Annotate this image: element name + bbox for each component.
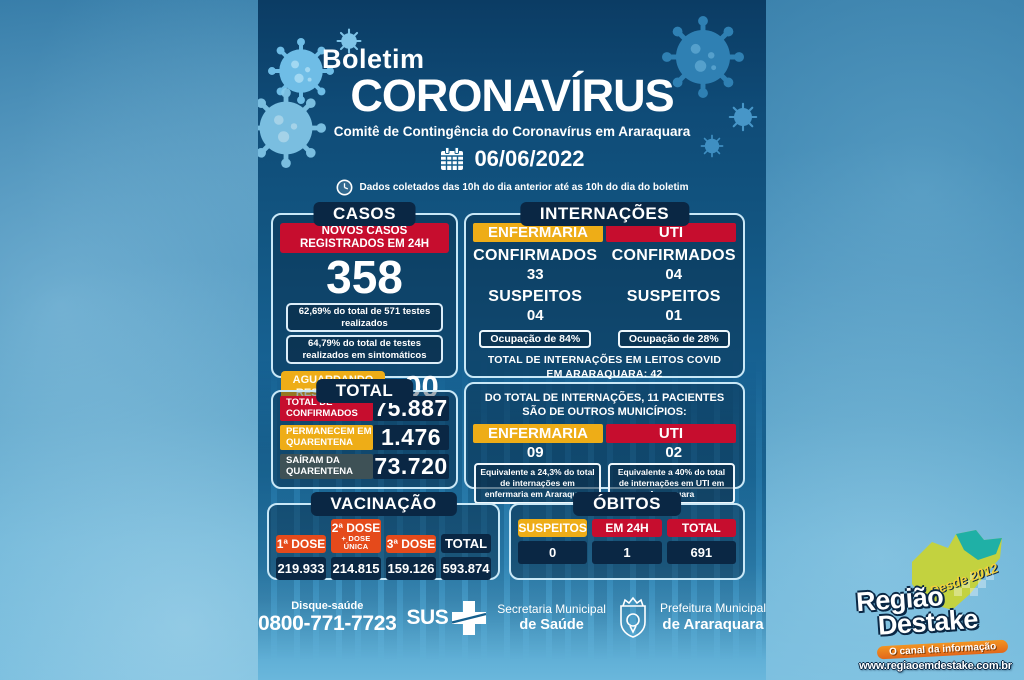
dose3-column: 3ª DOSE 159.126: [386, 535, 436, 580]
symptomatic-tests-note: 64,79% do total de testes realizados em …: [286, 335, 443, 364]
bulletin-label: Boletim: [322, 44, 425, 74]
other-icu-value: 02: [665, 443, 683, 461]
ward-confirmed-label: CONFIRMADOS: [473, 247, 598, 264]
hospitalizations-panel: INTERNAÇÕES ENFERMARIA UTI CONFIRMADOS 3…: [464, 202, 745, 380]
new-cases-value: 358: [326, 251, 403, 304]
in-quarantine-row: PERMANECEM EM QUARENTENA 1.476: [280, 424, 449, 450]
totals-panel-title: TOTAL: [315, 379, 414, 403]
dose1-header: 1ª DOSE: [276, 535, 326, 553]
in-quarantine-label: PERMANECEM EM QUARENTENA: [280, 425, 373, 450]
brand-name: Região Destake: [855, 581, 979, 640]
dose2-header-sub: + DOSE ÚNICA: [341, 534, 371, 551]
vaccination-panel-title: VACINAÇÃO: [310, 492, 457, 516]
vaccination-total-column: TOTAL 593.874: [441, 534, 491, 580]
totals-panel: TOTAL TOTAL DE CONFIRMADOS 75.887 PERMAN…: [271, 379, 458, 489]
hospitalizations-panel-title: INTERNAÇÕES: [519, 202, 690, 226]
sus-cross-icon: [451, 601, 487, 635]
deaths-24h-column: EM 24H 1: [592, 519, 662, 564]
sus-logo: SUS: [407, 600, 488, 636]
ward-column: CONFIRMADOS 33 SUSPEITOS 04 Ocupação de …: [466, 242, 605, 348]
clock-icon: [336, 179, 352, 196]
cityhall-line2: de Araraquara: [662, 616, 764, 634]
cityhall-line1: Prefeitura Municipal: [659, 601, 766, 616]
health-secretary: Secretaria Municipal de Saúde: [497, 601, 606, 633]
ward-suspected-value: 04: [526, 307, 544, 324]
cases-panel: CASOS NOVOS CASOS REGISTRADOS EM 24H 358…: [271, 202, 458, 404]
other-cities-panel: DO TOTAL DE INTERNAÇÕES, 11 PACIENTES SÃ…: [464, 382, 745, 504]
other-ward-header: ENFERMARIA: [473, 423, 603, 443]
ward-occupancy-badge: Ocupação de 84%: [479, 330, 592, 348]
left-quarantine-value: 73.720: [373, 453, 449, 479]
sao-paulo-map-icon: [912, 530, 1002, 610]
brand-tagline: O canal da informação: [876, 639, 1009, 660]
other-cities-note: DO TOTAL DE INTERNAÇÕES, 11 PACIENTES SÃ…: [484, 392, 725, 418]
page-title: CORONAVÍRUS: [350, 70, 674, 121]
footer: Disque-saúde 0800-771-7723 SUS Secretari…: [258, 596, 766, 640]
icu-header: UTI: [606, 223, 736, 242]
deaths-24h-header: EM 24H: [592, 519, 662, 537]
regiao-destake-logo: Desde 2012 Região Destake O canal da inf…: [853, 528, 1018, 678]
city-coat-of-arms-icon: [620, 596, 646, 638]
dose2-value: 214.815: [331, 557, 381, 580]
other-icu-header: UTI: [606, 423, 736, 443]
dose1-column: 1ª DOSE 219.933: [276, 535, 326, 580]
deaths-total-column: TOTAL 691: [666, 519, 736, 564]
new-cases-banner: NOVOS CASOS REGISTRADOS EM 24H: [280, 223, 449, 254]
dose2-header: 2ª DOSE + DOSE ÚNICA: [331, 519, 381, 553]
dose3-value: 159.126: [386, 557, 436, 580]
deaths-total-value: 691: [666, 541, 736, 564]
deaths-panel-title: ÓBITOS: [573, 492, 681, 516]
deaths-suspected-column: SUSPEITOS 0: [518, 519, 588, 564]
committee-subtitle: Comitê de Contingência do Coronavírus em…: [333, 124, 691, 139]
sus-logo-text: SUS: [406, 606, 449, 629]
icu-column: CONFIRMADOS 04 SUSPEITOS 01 Ocupação de …: [605, 242, 744, 348]
secretary-line2: de Saúde: [519, 616, 584, 633]
icu-occupancy-badge: Ocupação de 28%: [617, 330, 730, 348]
vaccination-panel: VACINAÇÃO 1ª DOSE 219.933 2ª DOSE + DOSE…: [267, 492, 500, 580]
icu-suspected-value: 01: [665, 307, 683, 324]
brand-url: www.regiaoemdestake.com.br: [859, 660, 1012, 672]
deaths-suspected-value: 0: [518, 541, 588, 564]
data-collection-note: Dados coletados das 10h do dia anterior …: [359, 182, 689, 193]
ward-suspected-label: SUSPEITOS: [488, 288, 583, 305]
deaths-panel: ÓBITOS SUSPEITOS 0 EM 24H 1 TOTAL 691: [509, 492, 745, 580]
ward-header: ENFERMARIA: [473, 223, 603, 242]
secretary-line1: Secretaria Municipal: [497, 601, 606, 616]
vaccination-total-header: TOTAL: [441, 534, 491, 553]
deaths-24h-value: 1: [592, 541, 662, 564]
in-quarantine-value: 1.476: [373, 424, 449, 450]
deaths-suspected-header: SUSPEITOS: [518, 519, 588, 537]
left-quarantine-row: SAÍRAM DA QUARENTENA 73.720: [280, 453, 449, 479]
dose1-value: 219.933: [276, 557, 326, 580]
dose2-header-label: 2ª DOSE: [331, 521, 381, 535]
total-covid-beds-note: TOTAL DE INTERNAÇÕES EM LEITOS COVID EM …: [487, 354, 722, 380]
icu-confirmed-value: 04: [665, 266, 683, 283]
bulletin-poster: Boletim CORONAVÍRUS Comitê de Contingênc…: [258, 0, 766, 680]
calendar-icon: [441, 147, 464, 170]
vaccination-total-value: 593.874: [441, 557, 491, 580]
cases-panel-title: CASOS: [313, 202, 416, 226]
health-hotline: Disque-saúde 0800-771-7723: [258, 601, 397, 635]
dose2-column: 2ª DOSE + DOSE ÚNICA 214.815: [331, 519, 381, 580]
city-hall: Prefeitura Municipal de Araraquara: [659, 601, 766, 634]
hotline-label: Disque-saúde: [291, 600, 364, 613]
other-ward-value: 09: [526, 443, 544, 461]
hotline-number: 0800-771-7723: [258, 611, 397, 635]
left-quarantine-label: SAÍRAM DA QUARENTENA: [280, 454, 373, 479]
tests-note: 62,69% do total de 571 testes realizados: [286, 303, 443, 333]
icu-suspected-label: SUSPEITOS: [626, 288, 721, 305]
dose3-header: 3ª DOSE: [386, 535, 436, 553]
icu-confirmed-label: CONFIRMADOS: [611, 247, 736, 264]
ward-confirmed-value: 33: [526, 266, 544, 283]
bulletin-date: 06/06/2022: [474, 146, 585, 171]
deaths-total-header: TOTAL: [666, 519, 736, 537]
